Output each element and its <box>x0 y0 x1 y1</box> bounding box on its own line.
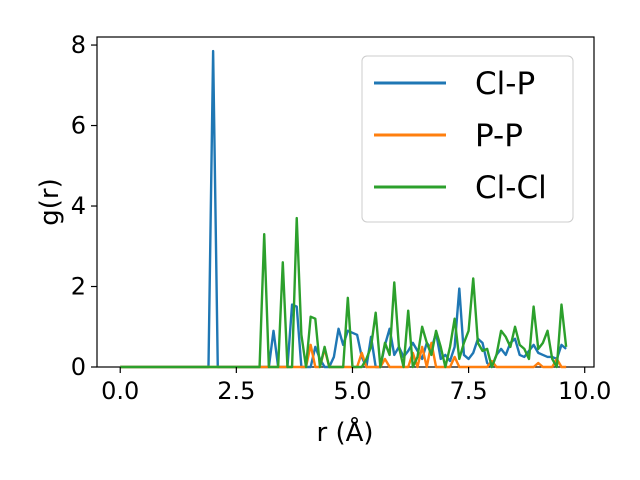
x-axis-label: r (Å) <box>316 416 373 448</box>
legend-label-1: P-P <box>475 118 523 154</box>
x-tick-label: 0.0 <box>101 377 139 405</box>
legend-label-0: Cl-P <box>475 66 535 102</box>
x-tick-label: 10.0 <box>558 377 611 405</box>
legend-label-2: Cl-Cl <box>475 170 547 206</box>
x-tick-label: 5.0 <box>333 377 371 405</box>
series-layer <box>120 49 568 369</box>
x-tick-label: 2.5 <box>217 377 255 405</box>
y-tick-label: 2 <box>71 273 86 301</box>
legend: Cl-P P-P Cl-Cl <box>361 55 574 223</box>
x-tick-label: 7.5 <box>450 377 488 405</box>
series-line-2 <box>120 216 568 369</box>
y-axis-label: g(r) <box>35 178 65 225</box>
y-tick-label: 6 <box>71 112 86 140</box>
y-tick-label: 8 <box>71 31 86 59</box>
y-tick-label: 0 <box>71 353 86 381</box>
legend-box <box>361 55 574 223</box>
y-tick-label: 4 <box>71 192 86 220</box>
plot-area <box>96 36 595 369</box>
y-axis: 0 2 4 6 8 <box>71 31 97 381</box>
x-axis: 0.0 2.5 5.0 7.5 10.0 <box>101 367 611 405</box>
